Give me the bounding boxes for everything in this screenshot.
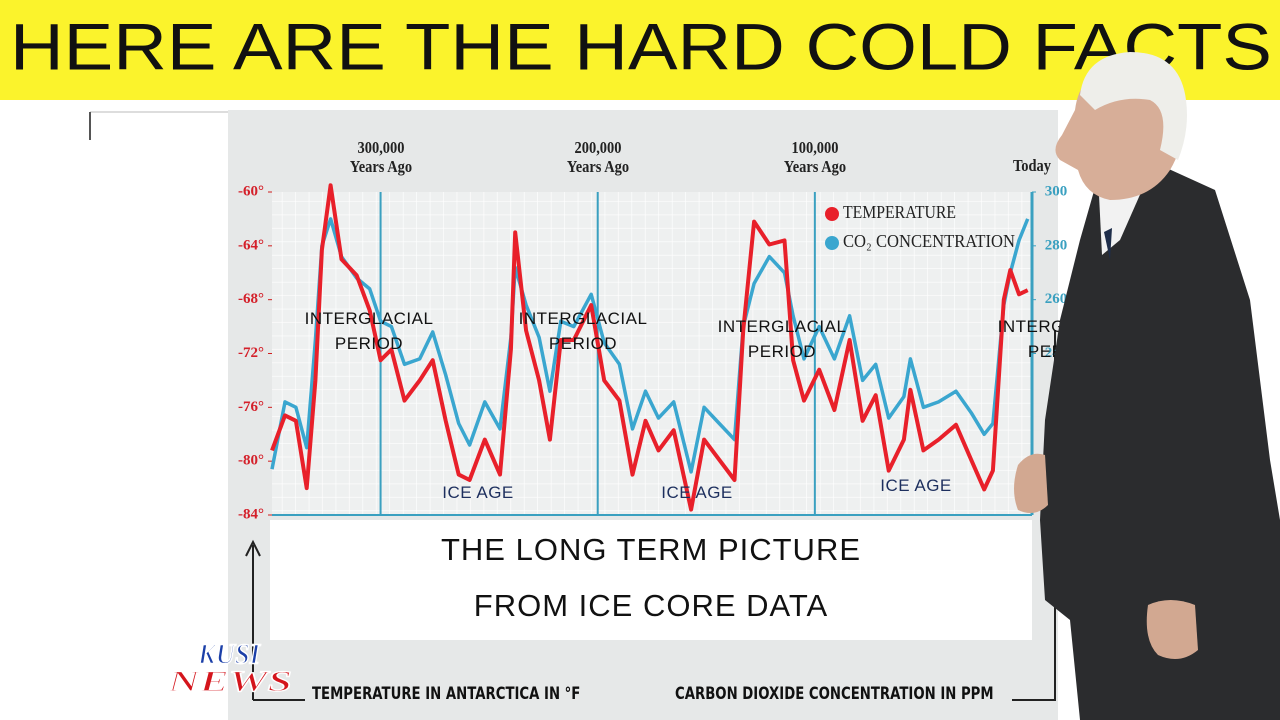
annotation: ICE AGE	[442, 483, 514, 502]
y-tick-label: -72°	[238, 345, 264, 361]
y-tick-label: -80°	[238, 453, 264, 469]
annotation: INTERGLACIAL PERIOD	[304, 309, 434, 353]
suit	[1040, 165, 1280, 720]
x-tick-label: 200,000 Years Ago	[566, 138, 629, 176]
caption-box	[270, 520, 1032, 640]
hand	[1146, 600, 1198, 659]
plot-area	[272, 192, 1032, 515]
y-axis-label: TEMPERATURE IN ANTARCTICA IN °F	[312, 684, 581, 704]
x-tick-label: Today	[1012, 156, 1052, 175]
logo-kusi: KUSI	[197, 639, 261, 671]
annotation: INTERGLACIAL PERIOD	[717, 317, 847, 361]
x-tick-label: 100,000 Years Ago	[783, 138, 846, 176]
y-tick-label: -76°	[238, 399, 264, 415]
x-tick-label: 300,000 Years Ago	[349, 138, 412, 176]
axis-arrow	[245, 539, 261, 700]
annotation: INTERGLACIAL PERIOD	[518, 309, 648, 353]
y2-axis-label: CARBON DIOXIDE CONCENTRATION IN PPM	[675, 684, 994, 704]
series-line	[270, 217, 1030, 474]
annotation: ICE AGE	[880, 476, 952, 495]
y-tick-label: -68°	[238, 291, 264, 307]
logo-news: NEWS	[167, 665, 292, 698]
y2-tick-label: 280	[1045, 237, 1068, 253]
y-tick-label: -64°	[238, 237, 264, 253]
y2-tick-label: 300	[1045, 183, 1068, 199]
caption: FROM ICE CORE DATA	[473, 588, 829, 623]
hand	[1014, 453, 1048, 514]
plot: -60°-64°-68°-72°-76°-80°-84°300280260240…	[238, 183, 1067, 522]
y-tick-label: -84°	[238, 506, 264, 522]
headline-bar	[0, 0, 1280, 100]
legend-label: TEMPERATURE	[843, 202, 956, 222]
hair	[1080, 52, 1187, 160]
y-tick-label: -60°	[238, 183, 264, 199]
series-line	[270, 183, 1029, 512]
headline: HERE ARE THE HARD COLD FACTS	[10, 9, 1272, 83]
y2-tick-label: 260	[1045, 291, 1068, 307]
legend-swatch	[825, 207, 839, 221]
caption: THE LONG TERM PICTURE	[440, 532, 862, 567]
annotation: ICE AGE	[661, 483, 733, 502]
legend-label: CO₂ CONCENTRATION	[843, 231, 1015, 251]
tie	[1104, 228, 1112, 260]
legend-swatch	[825, 236, 839, 250]
